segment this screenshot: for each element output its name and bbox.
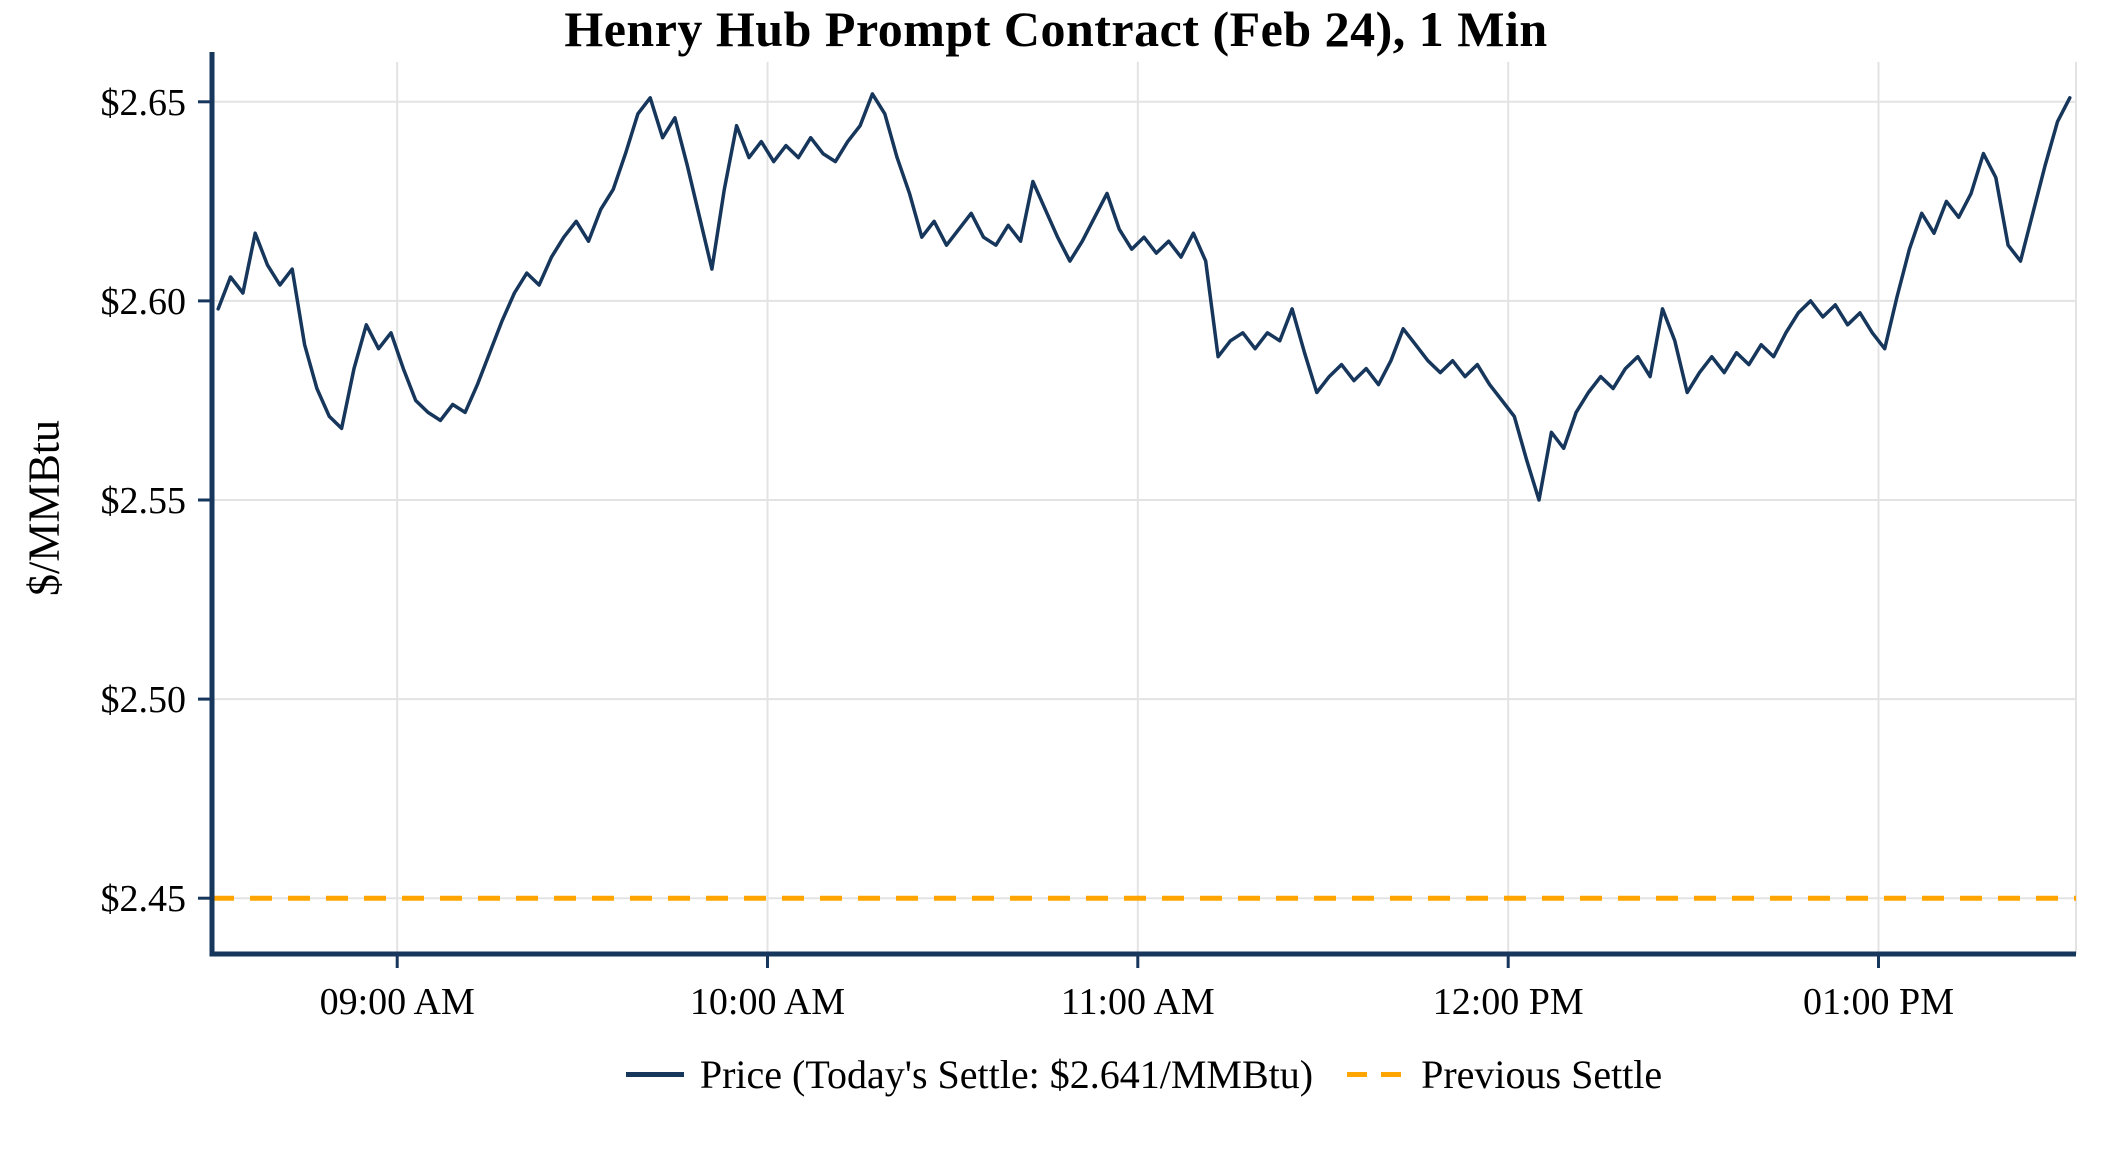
- price-line: [216, 92, 2072, 502]
- y-tick-label: $2.55: [101, 480, 187, 522]
- chart-title: Henry Hub Prompt Contract (Feb 24), 1 Mi…: [564, 1, 1548, 57]
- x-tick-label: 01:00 PM: [1803, 981, 1954, 1023]
- x-tick-label: 12:00 PM: [1433, 981, 1584, 1023]
- previous-settle-dash-swatch: [1347, 1071, 1406, 1077]
- x-tick-label: 11:00 AM: [1061, 981, 1215, 1023]
- price-line-swatch: [625, 1071, 684, 1077]
- chart-legend: Price (Today's Settle: $2.641/MMBtu) Pre…: [212, 1042, 2076, 1106]
- y-tick-label: $2.50: [101, 679, 187, 721]
- y-tick-label: $2.45: [101, 878, 187, 920]
- legend-item-price: Price (Today's Settle: $2.641/MMBtu): [625, 1051, 1314, 1098]
- previous-settle-legend-label: Previous Settle: [1421, 1051, 1663, 1097]
- legend-item-previous-settle: Previous Settle: [1347, 1051, 1662, 1098]
- y-tick-label: $2.65: [101, 82, 187, 124]
- x-tick-label: 09:00 AM: [320, 981, 475, 1023]
- price-legend-label: Price (Today's Settle: $2.641/MMBtu): [699, 1051, 1314, 1097]
- x-tick-label: 10:00 AM: [690, 981, 845, 1023]
- y-tick-label: $2.60: [101, 281, 187, 323]
